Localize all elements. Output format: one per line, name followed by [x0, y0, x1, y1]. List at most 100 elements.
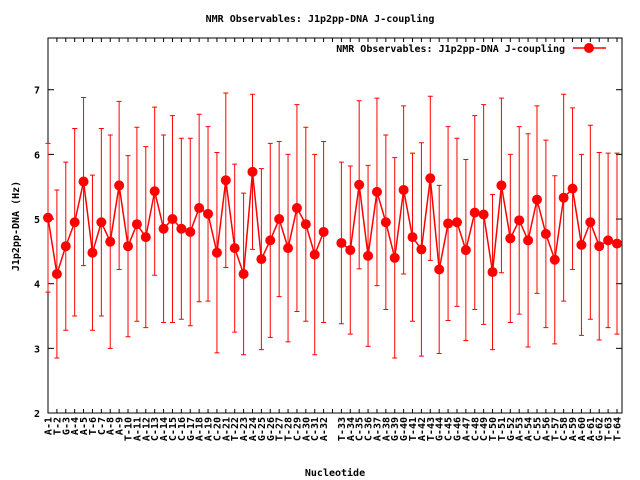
x-tick-label: T-28 [284, 417, 295, 441]
x-tick-label: T-33 [337, 417, 348, 441]
data-point [87, 247, 98, 258]
data-point [496, 180, 507, 191]
data-point [51, 268, 62, 279]
x-tick-label: G-25 [257, 417, 268, 441]
x-tick-label: A-1 [44, 417, 55, 435]
x-tick-label: A-47 [461, 417, 472, 441]
x-tick-label: G-52 [506, 417, 517, 441]
x-tick-label: C-36 [364, 417, 375, 441]
data-point [594, 241, 605, 252]
x-tick-label: G-62 [595, 417, 606, 441]
data-point [140, 232, 151, 243]
data-point [256, 254, 267, 265]
x-tick-label: C-7 [97, 417, 108, 435]
x-tick-label: T-22 [230, 417, 241, 441]
x-tick-label: G-39 [390, 417, 401, 441]
data-point [505, 233, 516, 244]
chart-title: NMR Observables: J1p2pp-DNA J-coupling [206, 13, 435, 25]
x-tick-label: A-18 [195, 417, 206, 441]
data-point [469, 207, 480, 218]
data-point [309, 249, 320, 260]
x-tick-label: C-48 [470, 417, 481, 441]
x-tick-label: T-43 [426, 417, 437, 441]
x-tick-label: A-30 [301, 417, 312, 441]
data-point [585, 217, 596, 228]
y-tick-label: 6 [34, 150, 40, 161]
x-tick-label: A-23 [239, 417, 250, 441]
x-tick-label: C-15 [168, 417, 179, 441]
data-point [60, 241, 71, 252]
legend-label: NMR Observables: J1p2pp-DNA J-coupling [336, 43, 565, 55]
data-point [185, 226, 196, 237]
data-point [354, 179, 365, 190]
x-tick-label: C-45 [444, 417, 455, 441]
x-axis-label: Nucleotide [305, 467, 365, 479]
data-point [176, 223, 187, 234]
data-point [158, 223, 169, 234]
data-point [576, 239, 587, 250]
data-point [434, 264, 445, 275]
x-tick-label: G-17 [186, 417, 197, 441]
x-tick-label: C-35 [355, 417, 366, 441]
x-tick-label: A-38 [381, 417, 392, 441]
data-point [318, 226, 329, 237]
x-tick-label: C-31 [310, 417, 321, 441]
data-point [523, 235, 534, 246]
x-tick-label: T-2 [52, 417, 63, 435]
x-tick-label: G-3 [61, 417, 72, 435]
x-tick-label: T-64 [613, 417, 624, 441]
y-tick-label: 3 [34, 344, 40, 355]
data-point [371, 186, 382, 197]
legend-marker [584, 43, 594, 53]
x-tick-label: A-60 [577, 417, 588, 441]
data-point [220, 175, 231, 186]
x-tick-label: C-20 [212, 417, 223, 441]
data-point [291, 203, 302, 214]
x-tick-label: A-42 [417, 417, 428, 441]
data-point [443, 218, 454, 229]
data-point [300, 219, 311, 230]
y-tick-label: 4 [34, 280, 40, 291]
x-tick-label: A-59 [568, 417, 579, 441]
data-point [69, 217, 80, 228]
x-tick-label: A-9 [115, 417, 126, 435]
x-tick-label: T-6 [88, 417, 99, 435]
x-tick-label: A-56 [541, 417, 552, 441]
data-point [425, 173, 436, 184]
data-point [380, 217, 391, 228]
x-tick-label: C-49 [479, 417, 490, 441]
y-axis-label: J1p2pp-DNA (Hz) [11, 181, 22, 271]
x-tick-label: A-61 [586, 417, 597, 441]
data-point [211, 247, 222, 258]
data-point [451, 217, 462, 228]
data-point [514, 215, 525, 226]
data-point [336, 237, 347, 248]
data-point [167, 214, 178, 225]
x-tick-label: T-51 [497, 417, 508, 441]
data-point [149, 186, 160, 197]
x-tick-label: A-8 [106, 417, 117, 435]
data-point [487, 267, 498, 278]
x-tick-label: G-46 [452, 417, 463, 441]
data-point [460, 245, 471, 256]
data-point [131, 219, 142, 230]
x-tick-label: A-14 [159, 417, 170, 441]
x-tick-label: A-24 [248, 417, 259, 441]
x-tick-label: A-19 [204, 417, 215, 441]
data-point [407, 232, 418, 243]
x-tick-label: A-32 [319, 417, 330, 441]
x-tick-label: A-21 [221, 417, 232, 441]
data-point [531, 194, 542, 205]
x-tick-label: A-34 [346, 417, 357, 441]
x-tick-label: C-55 [532, 417, 543, 441]
x-tick-label: T-50 [488, 417, 499, 441]
data-point [478, 209, 489, 220]
data-point [549, 254, 560, 265]
x-tick-label: C-16 [177, 417, 188, 441]
x-tick-label: A-11 [132, 417, 143, 441]
x-tick-label: T-57 [550, 417, 561, 441]
data-point [389, 252, 400, 263]
x-tick-label: G-40 [399, 417, 410, 441]
y-tick-label: 5 [34, 215, 40, 226]
data-point [283, 243, 294, 254]
